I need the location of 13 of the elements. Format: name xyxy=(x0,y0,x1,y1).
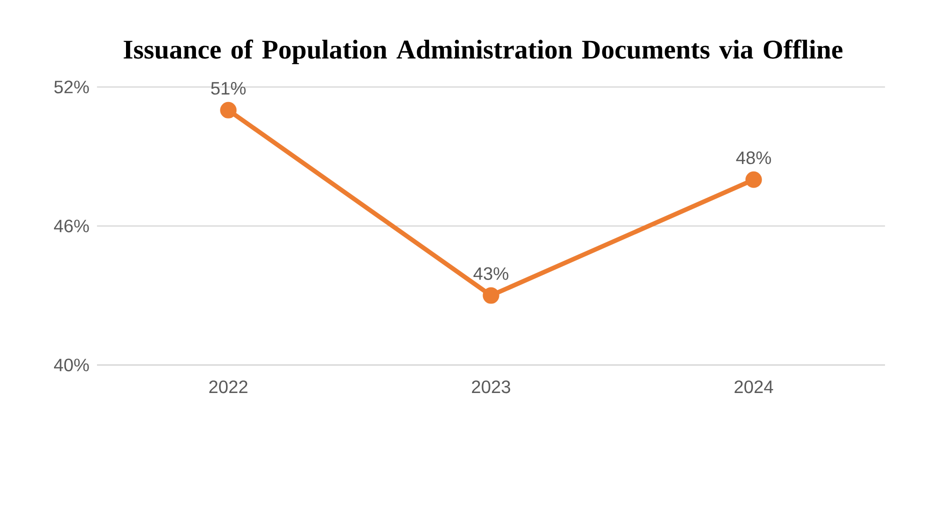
point xyxy=(745,171,762,188)
point xyxy=(482,287,500,304)
x-tick-label: 2023 xyxy=(472,380,510,394)
x-tick-label: 2022 xyxy=(209,380,248,394)
data-label: 43% xyxy=(473,267,508,280)
y-tick-label: 40% xyxy=(54,358,89,372)
x-tick-label: 2024 xyxy=(734,380,774,394)
chart-title: Issuance of Population Administration Documents via Offline xyxy=(124,40,842,64)
data-label: 51% xyxy=(211,82,246,95)
y-tick-label: 46% xyxy=(54,220,89,232)
y-tick-label: 52% xyxy=(54,80,89,94)
data-label: 48% xyxy=(736,151,771,164)
point xyxy=(220,102,237,118)
